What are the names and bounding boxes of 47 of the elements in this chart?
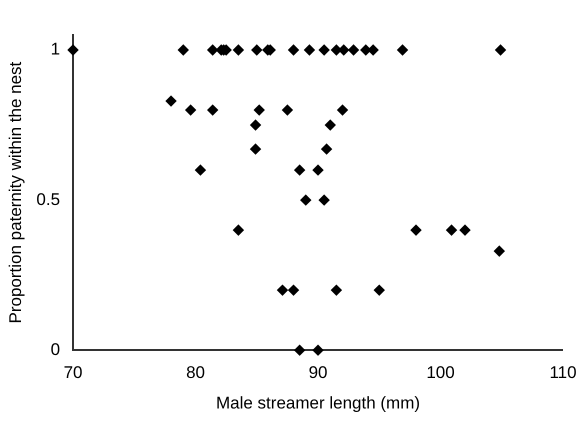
point	[68, 44, 79, 56]
y-tick-label: 1	[50, 40, 60, 59]
point	[312, 164, 324, 176]
x-axis-title: Male streamer length (mm)	[216, 393, 420, 412]
point	[337, 104, 348, 116]
point	[300, 194, 312, 206]
point	[294, 164, 306, 176]
point	[312, 344, 324, 356]
point	[276, 284, 288, 296]
point	[207, 44, 218, 56]
x-tick-label: 70	[64, 363, 82, 382]
y-tick-label: 0	[50, 340, 60, 359]
point	[232, 44, 244, 56]
point	[446, 224, 458, 236]
y-axis-title: Proportion paternity within the nest	[6, 61, 25, 324]
point	[232, 224, 244, 236]
point	[495, 44, 506, 56]
point	[318, 44, 330, 56]
point	[288, 44, 300, 56]
y-tick-label: 0.5	[36, 190, 60, 209]
point	[348, 44, 360, 56]
x-tick-label: 90	[308, 363, 328, 382]
point	[397, 44, 408, 56]
x-tick-label: 100	[426, 363, 455, 382]
point	[460, 224, 471, 236]
point	[250, 144, 262, 155]
point	[194, 164, 206, 176]
point	[374, 284, 385, 296]
point	[185, 104, 196, 116]
point	[207, 104, 218, 116]
point	[494, 246, 505, 257]
point	[282, 104, 293, 116]
point	[294, 344, 306, 356]
point	[410, 224, 422, 236]
point	[288, 284, 300, 296]
point	[254, 104, 265, 116]
point	[304, 44, 315, 56]
point	[318, 194, 330, 206]
point	[330, 284, 342, 296]
point	[324, 120, 336, 131]
x-tick-label: 80	[186, 363, 205, 382]
point	[321, 144, 332, 155]
point	[250, 120, 262, 131]
point	[166, 96, 177, 107]
x-tick-label: 110	[549, 363, 577, 382]
point	[251, 44, 262, 56]
point	[178, 44, 189, 56]
